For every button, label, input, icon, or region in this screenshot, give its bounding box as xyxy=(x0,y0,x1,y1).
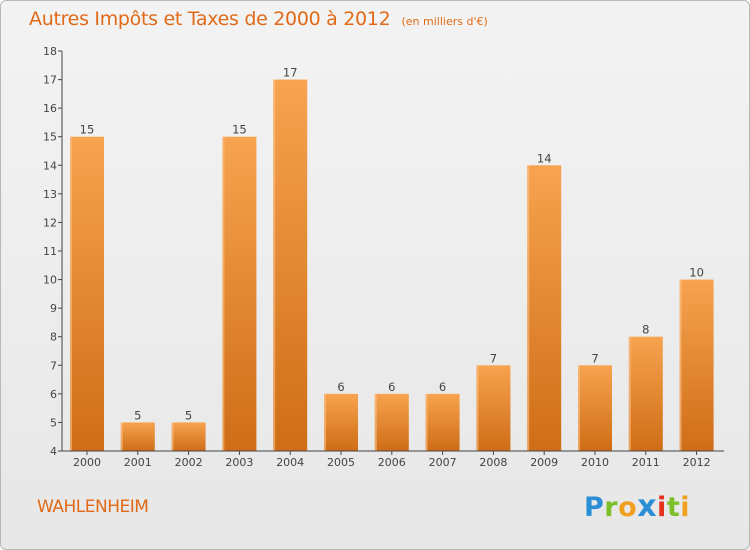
data-label-2011: 8 xyxy=(642,323,649,337)
y-tick-label: 15 xyxy=(43,131,57,144)
y-tick-label: 13 xyxy=(43,188,57,201)
data-label-2002: 5 xyxy=(185,408,192,422)
bar-2009 xyxy=(527,165,562,452)
bar-2000 xyxy=(70,136,104,451)
bar-2005 xyxy=(324,393,358,451)
x-tick-label-2002: 2002 xyxy=(175,456,203,469)
y-tick-label: 9 xyxy=(50,302,57,315)
logo-letter: t xyxy=(666,492,681,523)
y-tick-label: 8 xyxy=(50,331,57,344)
y-tick-label: 5 xyxy=(50,416,57,429)
x-tick-label-2007: 2007 xyxy=(429,456,457,469)
y-tick-label: 18 xyxy=(43,45,57,58)
bar-2007 xyxy=(425,393,460,451)
x-tick-label-2004: 2004 xyxy=(276,456,304,469)
y-tick-label: 6 xyxy=(50,388,57,401)
y-tick-label: 12 xyxy=(43,216,57,229)
bar-highlight-2002 xyxy=(171,422,174,451)
bar-highlight-2011 xyxy=(628,336,631,451)
data-label-2007: 6 xyxy=(439,380,446,394)
data-label-2005: 6 xyxy=(337,380,344,394)
data-label-2003: 15 xyxy=(232,123,247,137)
bar-highlight-2004 xyxy=(273,79,276,452)
bar-2003 xyxy=(222,136,257,451)
x-tick-label-2001: 2001 xyxy=(124,456,152,469)
x-tick-label-2005: 2005 xyxy=(327,456,355,469)
chart-subtitle: (en milliers d'€) xyxy=(401,15,488,28)
proxiti-logo: Proxiti xyxy=(584,489,690,524)
x-tick-label-2003: 2003 xyxy=(225,456,253,469)
x-tick-label-2006: 2006 xyxy=(378,456,406,469)
chart-title-block: Autres Impôts et Taxes de 2000 à 2012 (e… xyxy=(29,8,488,30)
x-tick-label-2010: 2010 xyxy=(581,456,609,469)
data-label-2004: 17 xyxy=(283,66,298,80)
bar-highlight-2007 xyxy=(425,393,428,451)
y-tick-label: 10 xyxy=(43,274,57,287)
data-label-2010: 7 xyxy=(591,351,598,365)
bar-highlight-2003 xyxy=(222,136,225,451)
y-tick-label: 7 xyxy=(50,359,57,372)
y-tick-label: 17 xyxy=(43,74,57,87)
logo-letter: o xyxy=(618,492,638,523)
bar-highlight-2008 xyxy=(476,365,479,451)
bar-highlight-2012 xyxy=(679,279,682,451)
x-tick-label-2009: 2009 xyxy=(530,456,558,469)
bar-2004 xyxy=(273,79,308,452)
bar-highlight-2010 xyxy=(578,365,580,451)
bar-2001 xyxy=(120,422,155,451)
logo-letter: P xyxy=(584,492,605,523)
data-label-2006: 6 xyxy=(388,380,395,394)
x-tick-label-2012: 2012 xyxy=(683,456,711,469)
labels-group: 4 5 6 7 8 9 10 11 12 13 14 15 16 17 18 2000 15 2001 5 2002 5… xyxy=(43,45,711,469)
bar-highlight-2000 xyxy=(70,136,72,451)
bar-highlight-2006 xyxy=(374,393,377,451)
logo-letter: r xyxy=(604,492,619,523)
logo-letter: i xyxy=(657,492,667,523)
logo-letter: i xyxy=(680,492,690,523)
data-label-2001: 5 xyxy=(134,408,141,422)
y-tick-label: 4 xyxy=(50,445,57,458)
bar-2008 xyxy=(476,365,511,451)
logo-letter: x xyxy=(637,489,658,524)
data-label-2012: 10 xyxy=(689,266,704,280)
bar-2006 xyxy=(374,393,409,451)
x-tick-label-2008: 2008 xyxy=(479,456,507,469)
bars-group xyxy=(70,79,714,452)
bar-2012 xyxy=(679,279,714,451)
y-tick-label: 11 xyxy=(43,245,57,258)
data-label-2008: 7 xyxy=(490,351,497,365)
bar-highlight-2005 xyxy=(324,393,326,451)
bar-highlight-2009 xyxy=(527,165,530,452)
bar-2011 xyxy=(628,336,663,451)
data-label-2000: 15 xyxy=(80,123,95,137)
y-tick-label: 16 xyxy=(43,102,57,115)
bar-2010 xyxy=(578,365,612,451)
bar-highlight-2001 xyxy=(120,422,123,451)
axes-group xyxy=(58,50,724,455)
bar-2002 xyxy=(171,422,206,451)
x-tick-label-2000: 2000 xyxy=(73,456,101,469)
commune-name: WAHLENHEIM xyxy=(37,497,149,517)
chart-title: Autres Impôts et Taxes de 2000 à 2012 xyxy=(29,8,391,30)
x-tick-label-2011: 2011 xyxy=(632,456,660,469)
y-tick-label: 14 xyxy=(43,159,57,172)
data-label-2009: 14 xyxy=(537,151,552,165)
